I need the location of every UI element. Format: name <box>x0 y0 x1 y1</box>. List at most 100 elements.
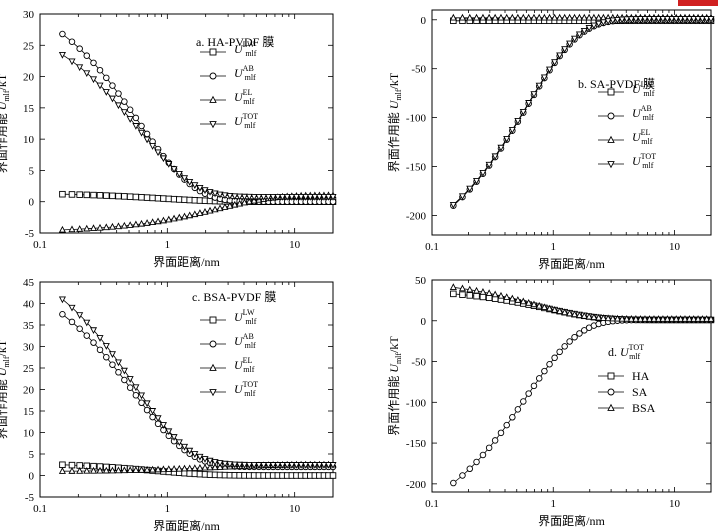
data-point <box>551 59 559 66</box>
data-point <box>114 222 123 230</box>
data-point <box>114 102 123 110</box>
legend-marker <box>607 135 615 143</box>
data-point <box>466 13 474 21</box>
data-point <box>458 193 467 201</box>
data-point <box>216 204 224 212</box>
data-point <box>180 212 189 220</box>
data-point <box>159 422 167 429</box>
data-point <box>143 406 151 414</box>
data-point <box>618 16 626 24</box>
y-tick-label: 0 <box>421 15 427 27</box>
data-point <box>211 190 219 198</box>
data-point <box>491 290 499 298</box>
data-point <box>149 218 157 226</box>
data-point <box>68 225 76 233</box>
data-point <box>585 312 593 320</box>
data-point <box>59 190 66 198</box>
data-point <box>694 16 702 23</box>
data-point <box>672 16 680 23</box>
data-point <box>520 398 527 405</box>
series-U_mlf^TOT <box>449 16 715 209</box>
data-point <box>703 16 711 23</box>
data-point <box>58 296 66 304</box>
data-point <box>126 384 134 391</box>
data-point <box>90 191 97 199</box>
y-tick-label: 10 <box>23 428 35 440</box>
legend-marker <box>607 112 615 120</box>
data-point <box>485 444 493 452</box>
corner-mark <box>678 0 718 6</box>
data-point <box>491 153 499 161</box>
data-point <box>138 194 145 201</box>
data-point <box>698 16 706 23</box>
data-point <box>466 292 474 299</box>
data-point <box>561 308 569 316</box>
data-point <box>497 144 505 152</box>
legend-marker <box>209 121 217 129</box>
data-point <box>491 13 499 21</box>
data-point <box>201 463 209 471</box>
y-tick-label: 15 <box>23 103 35 115</box>
data-point <box>126 106 134 114</box>
legend-marker <box>209 72 217 80</box>
data-point <box>508 13 516 21</box>
data-point <box>143 219 151 226</box>
data-point <box>302 462 310 469</box>
data-point <box>546 361 553 368</box>
data-point <box>132 466 140 473</box>
series-BSA <box>449 283 715 322</box>
series-line <box>62 33 333 203</box>
data-point <box>102 466 110 474</box>
legend-label: UAB mlf <box>632 104 654 122</box>
data-point <box>170 195 178 203</box>
series-line <box>453 319 711 484</box>
data-point <box>663 16 671 23</box>
data-point <box>530 91 538 98</box>
data-point <box>226 461 234 469</box>
data-point <box>566 338 573 345</box>
legend-label: UTOT mlf <box>632 152 656 170</box>
data-point <box>632 16 640 23</box>
data-point <box>231 193 239 201</box>
data-point <box>654 16 663 23</box>
data-point <box>68 467 76 474</box>
data-point <box>703 315 711 322</box>
data-point <box>473 292 480 300</box>
data-point <box>96 192 104 199</box>
data-point <box>329 472 337 479</box>
data-point <box>115 90 122 97</box>
data-point <box>677 16 685 23</box>
legend-marker <box>209 363 217 371</box>
data-point <box>479 451 487 459</box>
y-tick-label: 5 <box>29 449 35 461</box>
data-point <box>503 13 511 21</box>
series-U_mlf^TOT <box>58 296 337 469</box>
data-point <box>514 406 522 413</box>
data-point <box>450 479 457 487</box>
data-point <box>449 283 457 291</box>
data-point <box>329 462 337 469</box>
data-point <box>175 464 183 472</box>
data-point <box>473 458 480 466</box>
data-point <box>491 437 499 444</box>
series-U_mlf^AB <box>59 30 337 205</box>
data-point <box>604 18 612 25</box>
data-point <box>274 194 282 201</box>
y-tick-label: 0 <box>421 316 427 328</box>
y-tick-label: 40 <box>23 299 35 311</box>
data-point <box>514 118 522 125</box>
data-point <box>292 462 301 469</box>
legend-label: HA <box>632 369 650 383</box>
data-point <box>585 13 593 21</box>
data-point <box>627 315 635 322</box>
legend-entry: ULW mlf <box>200 308 257 326</box>
data-point <box>58 225 66 233</box>
data-point <box>458 284 467 292</box>
data-point <box>143 400 151 408</box>
data-point <box>659 16 667 23</box>
data-point <box>535 301 543 309</box>
data-point <box>231 461 239 469</box>
data-point <box>226 201 234 209</box>
data-point <box>551 354 558 362</box>
data-point <box>206 463 214 471</box>
